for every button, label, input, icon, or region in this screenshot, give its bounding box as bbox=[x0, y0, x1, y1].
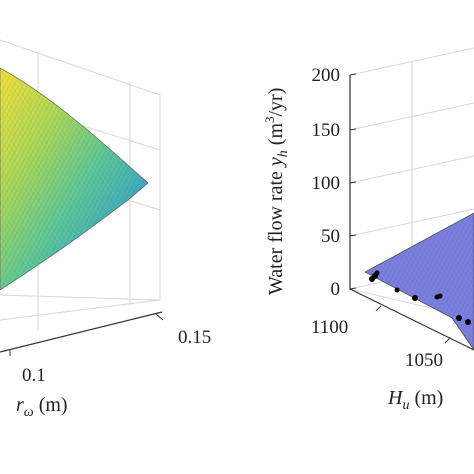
right-x-axis-label: Hu (m) bbox=[387, 387, 443, 413]
right-x-axis bbox=[349, 288, 474, 351]
left-x-tick-0.1: 0.1 bbox=[22, 365, 46, 386]
right-z-tick-200: 200 bbox=[312, 65, 341, 86]
left-panel: 0.1 0.15 rω (m) bbox=[0, 39, 211, 420]
right-z-tick-150: 150 bbox=[312, 120, 341, 141]
right-z-axis-label: Water flow rate yh (m3/yr) bbox=[262, 88, 291, 295]
right-data-markers bbox=[369, 270, 471, 325]
right-z-tick-100: 100 bbox=[312, 173, 341, 194]
data-point bbox=[456, 315, 462, 321]
right-x-tick-1050: 1050 bbox=[405, 350, 443, 371]
data-point bbox=[437, 293, 443, 299]
data-point bbox=[412, 295, 418, 301]
right-panel: 200 150 100 50 0 Water flow rate yh (m3/… bbox=[262, 47, 474, 413]
data-point bbox=[394, 287, 400, 293]
right-z-tick-50: 50 bbox=[321, 226, 340, 247]
right-z-tick-0: 0 bbox=[331, 279, 341, 300]
left-x-axis-label: rω (m) bbox=[16, 394, 68, 420]
data-point bbox=[465, 319, 471, 325]
left-x-tick-0.15: 0.15 bbox=[178, 327, 211, 348]
data-point bbox=[374, 270, 380, 276]
right-x-tick-1100: 1100 bbox=[311, 317, 348, 338]
left-front-axis bbox=[0, 311, 163, 353]
